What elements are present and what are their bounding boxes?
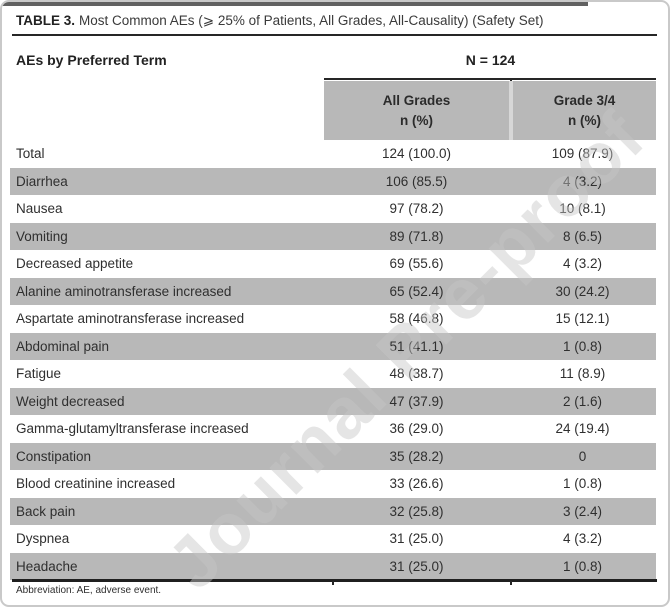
table-row: Diarrhea 106 (85.5) 4 (3.2) <box>10 167 656 195</box>
footer-tick-right <box>510 581 512 585</box>
top-crop-strip <box>2 2 588 6</box>
grade-3-4-value-cell: 1 (0.8) <box>562 476 603 491</box>
all-grades-value-cell: 47 (37.9) <box>389 393 444 409</box>
table-body: Total 124 (100.0) 109 (87.9) Diarrhea 10… <box>10 140 656 580</box>
column-label: All Grades <box>382 93 451 108</box>
column-header-all-grades: All Grades n (%) <box>324 81 509 140</box>
all-grades-value-cell: 35 (28.2) <box>389 448 444 464</box>
all-grades-value-cell: 31 (25.0) <box>389 558 444 574</box>
column-sublabel: n (%) <box>400 112 433 128</box>
ae-term-cell: Total <box>16 146 45 161</box>
table-row: Gamma-glutamyltransferase increased 36 (… <box>10 415 656 443</box>
ae-term-cell: Fatigue <box>16 366 62 381</box>
table-row: Fatigue 48 (38.7) 11 (8.9) <box>10 360 656 388</box>
table-row: Aspartate aminotransferase increased 58 … <box>10 305 656 333</box>
table-row: Back pain 32 (25.8) 3 (2.4) <box>10 497 656 525</box>
grade-3-4-value-cell: 1 (0.8) <box>562 558 603 574</box>
ae-term-cell: Decreased appetite <box>16 256 134 271</box>
table-bottom-rule <box>12 579 657 582</box>
table-row: Alanine aminotransferase increased 65 (5… <box>10 277 656 305</box>
table-row: Decreased appetite 69 (55.6) 4 (3.2) <box>10 250 656 278</box>
ae-term-cell: Weight decreased <box>16 393 125 409</box>
all-grades-value-cell: 65 (52.4) <box>389 283 444 299</box>
grade-3-4-value-cell: 0 <box>578 448 587 464</box>
all-grades-value-cell: 89 (71.8) <box>389 228 444 244</box>
column-label: Grade 3/4 <box>553 93 616 108</box>
table-row: Constipation 35 (28.2) 0 <box>10 442 656 470</box>
all-grades-value-cell: 32 (25.8) <box>389 503 444 519</box>
all-grades-value-cell: 106 (85.5) <box>385 173 448 189</box>
grade-3-4-value-cell: 4 (3.2) <box>562 173 603 189</box>
ae-term-cell: Constipation <box>16 448 92 464</box>
ae-term-cell: Blood creatinine increased <box>16 476 176 491</box>
all-grades-value-cell: 58 (46.8) <box>389 311 444 326</box>
table-title: TABLE 3. Most Common AEs (⩾ 25% of Patien… <box>16 13 544 29</box>
ae-term-cell: Headache <box>16 558 78 574</box>
all-grades-value-cell: 31 (25.0) <box>389 531 444 546</box>
table-row: Blood creatinine increased 33 (26.6) 1 (… <box>10 470 656 498</box>
column-headers: All Grades n (%) Grade 3/4 n (%) <box>324 81 656 140</box>
all-grades-value-cell: 97 (78.2) <box>389 201 444 216</box>
column-group-rule <box>324 78 656 80</box>
grade-3-4-value-cell: 11 (8.9) <box>559 366 606 381</box>
table-row: Headache 31 (25.0) 1 (0.8) <box>10 552 656 580</box>
table-footnote: Abbreviation: AE, adverse event. <box>16 585 162 596</box>
table-row: Weight decreased 47 (37.9) 2 (1.6) <box>10 387 656 415</box>
all-grades-value-cell: 48 (38.7) <box>389 366 444 381</box>
footer-tick-left <box>332 581 334 585</box>
column-header-grade-3-4: Grade 3/4 n (%) <box>513 81 656 140</box>
ae-term-cell: Gamma-glutamyltransferase increased <box>16 421 249 436</box>
table-row: Abdominal pain 51 (41.1) 1 (0.8) <box>10 332 656 360</box>
ae-term-cell: Aspartate aminotransferase increased <box>16 311 245 326</box>
ae-term-cell: Dyspnea <box>16 531 70 546</box>
ae-term-cell: Alanine aminotransferase increased <box>16 283 232 299</box>
grade-3-4-value-cell: 4 (3.2) <box>562 531 603 546</box>
column-sublabel: n (%) <box>568 112 601 128</box>
all-grades-value-cell: 51 (41.1) <box>389 338 444 354</box>
row-header-label: AEs by Preferred Term <box>16 52 167 68</box>
table-row: Nausea 97 (78.2) 10 (8.1) <box>10 195 656 223</box>
all-grades-value-cell: 69 (55.6) <box>389 256 444 271</box>
grade-3-4-value-cell: 30 (24.2) <box>555 283 610 299</box>
all-grades-value-cell: 124 (100.0) <box>381 146 452 161</box>
title-divider-rule <box>12 34 657 36</box>
table-row: Dyspnea 31 (25.0) 4 (3.2) <box>10 525 656 553</box>
table-title-text: Most Common AEs (⩾ 25% of Patients, All … <box>79 13 544 28</box>
grade-3-4-value-cell: 4 (3.2) <box>562 256 603 271</box>
ae-term-cell: Diarrhea <box>16 173 68 189</box>
all-grades-value-cell: 33 (26.6) <box>389 476 444 491</box>
grade-3-4-value-cell: 15 (12.1) <box>555 311 610 326</box>
grade-3-4-value-cell: 2 (1.6) <box>562 393 603 409</box>
grade-3-4-value-cell: 3 (2.4) <box>562 503 603 519</box>
grade-3-4-value-cell: 10 (8.1) <box>559 201 606 216</box>
table-row: Total 124 (100.0) 109 (87.9) <box>10 140 656 168</box>
sample-size-label: N = 124 <box>465 52 516 68</box>
ae-term-cell: Nausea <box>16 201 63 216</box>
grade-3-4-value-cell: 8 (6.5) <box>562 228 603 244</box>
grade-3-4-value-cell: 109 (87.9) <box>551 146 614 161</box>
ae-term-cell: Vomiting <box>16 228 68 244</box>
ae-term-cell: Back pain <box>16 503 76 519</box>
all-grades-value-cell: 36 (29.0) <box>389 421 444 436</box>
table-row: Vomiting 89 (71.8) 8 (6.5) <box>10 222 656 250</box>
table-title-number: TABLE 3. <box>16 13 76 28</box>
ae-term-cell: Abdominal pain <box>16 338 110 354</box>
grade-3-4-value-cell: 1 (0.8) <box>562 338 603 354</box>
grade-3-4-value-cell: 24 (19.4) <box>555 421 610 436</box>
